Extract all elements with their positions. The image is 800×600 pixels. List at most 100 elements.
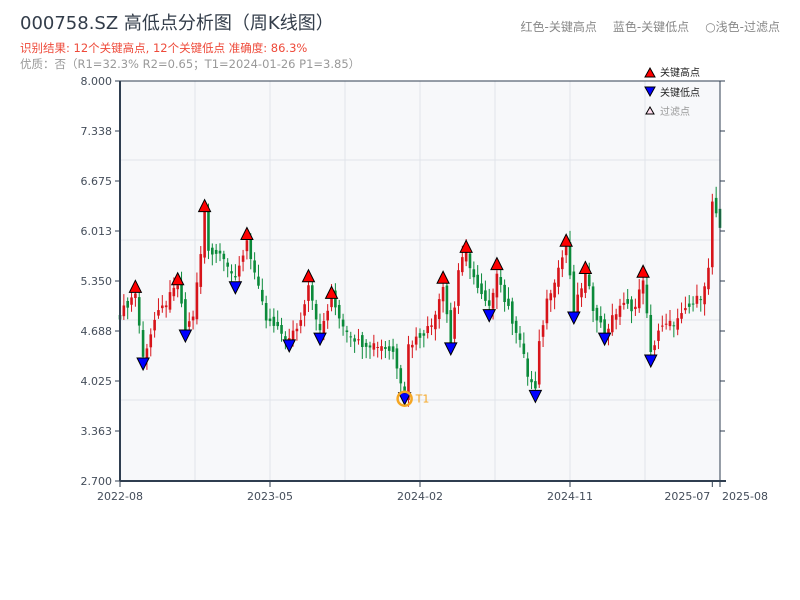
candle-body: [249, 238, 253, 260]
candle-body: [441, 286, 445, 302]
candle-body: [495, 273, 499, 298]
quality-summary: 优质：否（R1=32.3% R2=0.65；T1=2024-01-26 P1=3…: [20, 57, 361, 71]
candle-body: [380, 346, 383, 351]
candle-body: [668, 320, 672, 327]
candle-body: [361, 335, 364, 348]
candle-body: [476, 274, 479, 288]
candle-body: [453, 307, 456, 339]
x-tick-label: 2022-08: [97, 490, 143, 503]
key-high-marker: [578, 260, 593, 274]
candle-body: [468, 253, 472, 269]
legend-high-label: 关键高点: [660, 66, 700, 79]
candle-body: [295, 328, 299, 332]
y-tick-label: 6.675: [81, 175, 113, 188]
candle-body: [307, 285, 310, 301]
candle-body: [699, 299, 703, 301]
top-legend: 红色-关键高点 蓝色-关键低点 ○浅色-过滤点: [521, 20, 781, 34]
candle-body: [311, 285, 314, 301]
candle-body: [376, 346, 379, 348]
candle-body: [657, 330, 660, 341]
candle-body: [326, 310, 329, 321]
key-high-marker: [636, 264, 650, 278]
key-high-marker: [301, 268, 316, 283]
candle-body: [395, 348, 399, 369]
candle-body: [245, 240, 249, 252]
chart-title: 000758.SZ 高低点分析图（周K线图）: [20, 13, 334, 34]
candle-body: [180, 283, 183, 304]
candle-body: [184, 299, 187, 331]
candle-body: [614, 314, 618, 320]
candle-body: [703, 286, 706, 305]
candle-body: [145, 348, 149, 360]
candle-body: [222, 253, 226, 260]
candle-body: [503, 284, 506, 303]
key-high-marker: [128, 279, 143, 293]
key-high-marker: [240, 226, 254, 240]
candle-body: [164, 305, 168, 308]
key-low-marker: [528, 389, 543, 404]
y-tick-label: 8.000: [81, 75, 113, 88]
candle-body: [545, 298, 549, 324]
candle-body: [645, 284, 649, 314]
candle-body: [322, 321, 326, 334]
candle-body: [661, 325, 664, 327]
x-tick-label: 2024-02: [397, 490, 443, 503]
y-tick-label: 2.700: [81, 475, 113, 488]
candle-body: [507, 298, 510, 306]
candle-body: [484, 290, 487, 301]
candle-body: [672, 325, 676, 327]
candle-body: [137, 297, 141, 326]
candle-body: [684, 308, 687, 311]
candle-body: [534, 381, 537, 389]
key-low-marker: [482, 309, 497, 323]
candle-body: [680, 313, 683, 319]
candle-body: [168, 292, 172, 310]
key-low-marker: [282, 339, 297, 353]
t1-circle: [396, 390, 413, 407]
key-low-marker: [228, 281, 243, 295]
key-low-marker: [136, 357, 150, 372]
candle-body: [141, 330, 145, 357]
candle-body: [603, 319, 606, 335]
candle-body: [234, 276, 237, 278]
candle-body: [345, 330, 349, 333]
candle-body: [291, 330, 295, 342]
candle-body: [126, 300, 129, 308]
candle-body: [411, 344, 414, 348]
candle-body: [630, 299, 633, 312]
candle-body: [449, 310, 453, 344]
candle-body: [330, 294, 333, 308]
candle-body: [576, 294, 579, 312]
candle-body: [634, 306, 637, 310]
candle-body: [430, 325, 433, 327]
candle-body: [707, 267, 710, 290]
x-tick-label: 2023-05: [247, 490, 293, 503]
candle-body: [591, 286, 595, 311]
candle-body: [157, 310, 160, 316]
candle-body: [557, 267, 560, 287]
candle-body: [487, 300, 491, 306]
candle-body: [561, 257, 564, 270]
candle-body: [572, 271, 576, 313]
key-high-marker: [197, 198, 212, 213]
candle-body: [564, 246, 568, 256]
candle-body: [637, 289, 641, 309]
candle-body: [153, 319, 156, 331]
candle-body: [714, 197, 718, 214]
legend-filtered-label: 过滤点: [660, 105, 690, 118]
candle-body: [522, 343, 526, 355]
candle-body: [426, 326, 429, 334]
candle-body: [607, 328, 610, 336]
candle-body: [399, 368, 403, 384]
candle-body: [530, 379, 533, 383]
candle-body: [622, 302, 626, 305]
candle-body: [122, 305, 126, 317]
candle-body: [499, 277, 503, 285]
candle-body: [272, 316, 276, 326]
y-tick-label: 5.350: [81, 275, 113, 288]
candle-body: [214, 249, 218, 254]
candle-body: [626, 299, 629, 304]
candle-body: [587, 274, 591, 287]
candle-body: [611, 315, 614, 333]
y-tick-label: 3.363: [81, 425, 113, 438]
